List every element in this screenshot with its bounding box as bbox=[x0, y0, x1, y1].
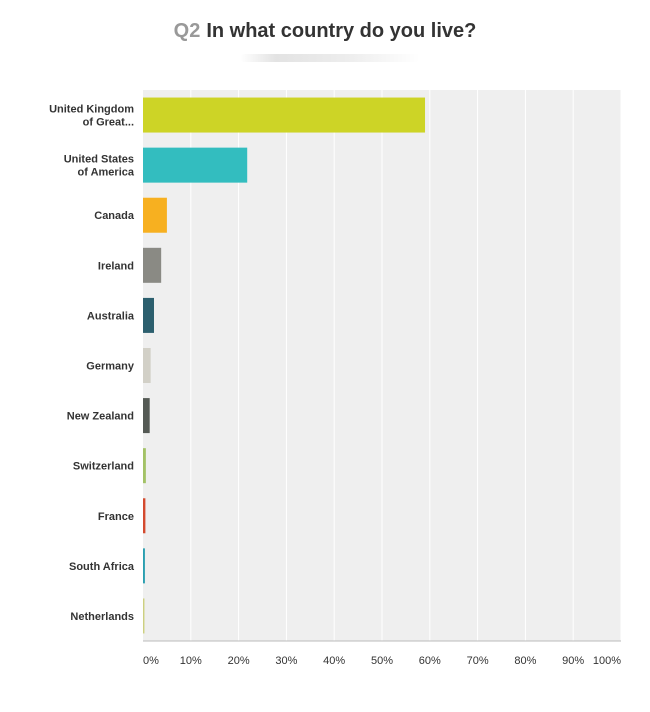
category-label: Netherlands bbox=[70, 611, 134, 623]
question-number: Q2 bbox=[173, 20, 201, 42]
bar bbox=[143, 97, 426, 133]
category-label: Ireland bbox=[98, 260, 134, 272]
gridlines bbox=[190, 90, 622, 641]
category-label: Canada bbox=[94, 210, 135, 222]
category-label-line: United Kingdom bbox=[49, 104, 134, 116]
category-label-line: Ireland bbox=[98, 260, 134, 272]
bar bbox=[143, 398, 150, 434]
bar bbox=[143, 247, 162, 283]
x-tick-label: 100% bbox=[593, 655, 621, 667]
category-label: Germany bbox=[86, 361, 135, 373]
category-label: United States of America bbox=[64, 154, 135, 179]
x-tick-label: 0% bbox=[143, 655, 159, 667]
x-tick-label: 30% bbox=[275, 655, 297, 667]
category-label: Switzerland bbox=[73, 461, 134, 473]
category-label-line: of America bbox=[78, 167, 135, 179]
x-tick-label: 80% bbox=[514, 655, 536, 667]
chart-title: Q2 In what country do you live? bbox=[0, 20, 650, 43]
category-label-line: France bbox=[98, 511, 134, 523]
x-tick-label: 40% bbox=[323, 655, 345, 667]
bar bbox=[143, 147, 248, 183]
category-labels: United Kingdom of Great...United States of… bbox=[49, 104, 135, 623]
category-label-line: Canada bbox=[94, 210, 135, 222]
x-tick-label: 20% bbox=[228, 655, 250, 667]
category-label-line: South Africa bbox=[69, 561, 135, 573]
x-tick-label: 10% bbox=[180, 655, 202, 667]
category-label-line: United States bbox=[64, 154, 134, 166]
bar bbox=[143, 598, 145, 634]
bar bbox=[143, 548, 145, 584]
category-label-line: of Great... bbox=[83, 117, 134, 129]
category-label-line: Switzerland bbox=[73, 461, 134, 473]
bar bbox=[143, 348, 151, 383]
category-label-line: Australia bbox=[87, 310, 135, 322]
category-label-line: New Zealand bbox=[67, 411, 134, 423]
category-label: United Kingdom of Great... bbox=[49, 104, 134, 129]
bar bbox=[143, 197, 167, 233]
category-label: South Africa bbox=[69, 561, 135, 573]
bars bbox=[143, 97, 426, 634]
bar bbox=[143, 448, 146, 484]
x-tick-label: 60% bbox=[419, 655, 441, 667]
category-label: New Zealand bbox=[67, 411, 134, 423]
category-label-line: Netherlands bbox=[70, 611, 134, 623]
category-label: Australia bbox=[87, 310, 135, 322]
x-tick-label: 90% bbox=[562, 655, 584, 667]
x-tick-label: 70% bbox=[467, 655, 489, 667]
question-text: In what country do you live? bbox=[206, 20, 477, 42]
category-label: France bbox=[98, 511, 134, 523]
subtitle-placeholder bbox=[240, 54, 420, 62]
bar bbox=[143, 297, 154, 333]
x-tick-labels: 0% 10% 20% 30% 40% 50% 60% 70% 80% 90% 100% bbox=[143, 655, 621, 667]
category-label-line: Germany bbox=[86, 361, 135, 373]
bar bbox=[143, 498, 146, 534]
x-tick-label: 50% bbox=[371, 655, 393, 667]
